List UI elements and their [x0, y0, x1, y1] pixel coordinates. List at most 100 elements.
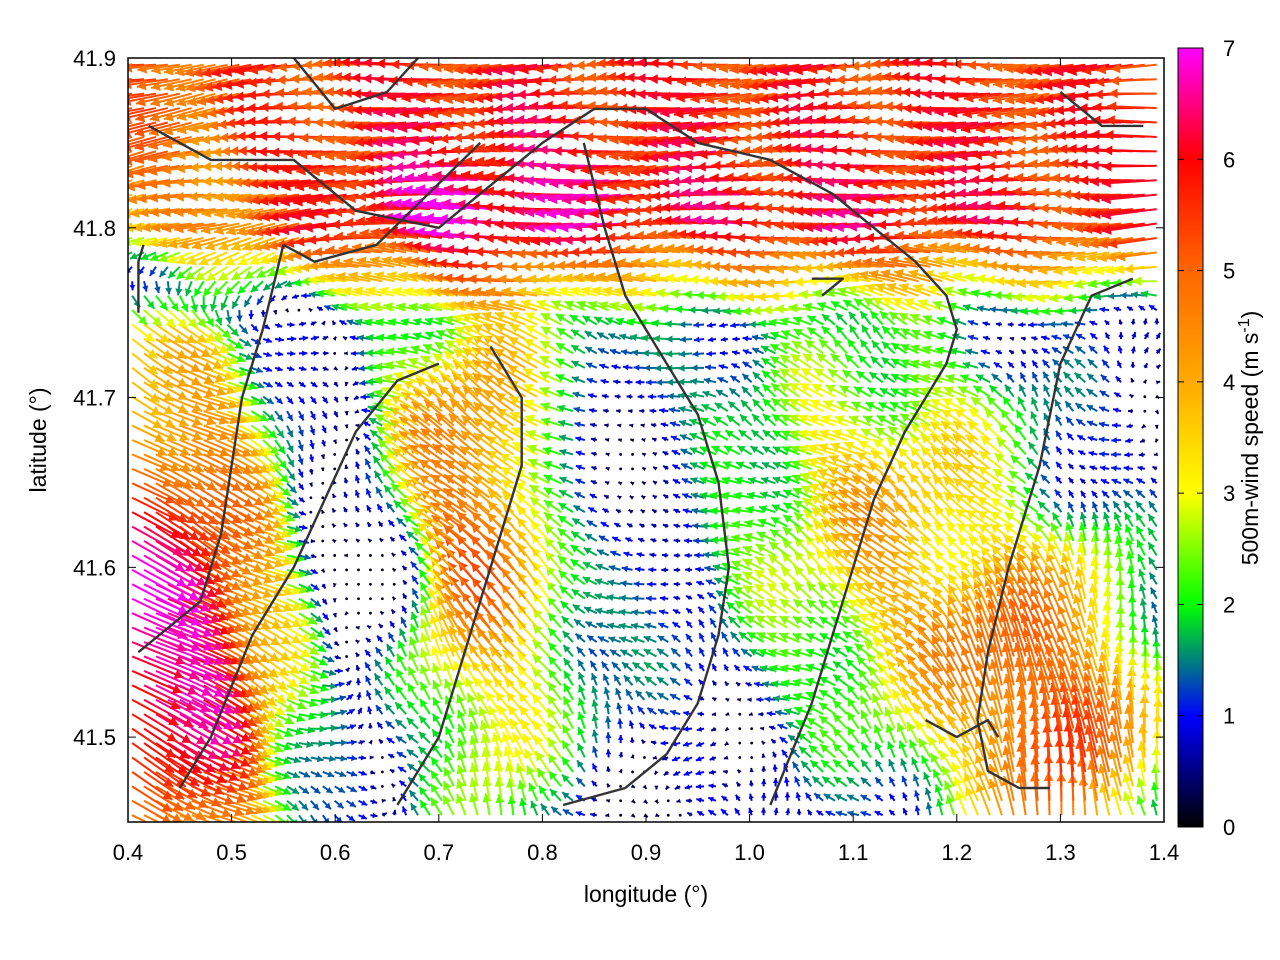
wind-vector [131, 597, 189, 627]
wind-vector [310, 381, 318, 388]
wind-vector [431, 713, 443, 730]
wind-vector [648, 566, 657, 573]
wind-vector [601, 393, 609, 399]
wind-vector [961, 742, 979, 773]
wind-vector [380, 554, 384, 557]
wind-vector [865, 597, 896, 615]
wind-vector [633, 675, 646, 687]
wind-vector [1013, 423, 1027, 441]
wind-vector [346, 799, 357, 808]
wind-vector [476, 691, 491, 715]
wind-vector [726, 414, 741, 427]
wind-vector [418, 568, 431, 585]
wind-vector [620, 349, 633, 356]
wind-vector [357, 554, 360, 557]
wind-vector [670, 725, 681, 732]
wind-vector [591, 763, 598, 773]
wind-vector [226, 684, 263, 712]
wind-vector [686, 811, 693, 817]
wind-vector [591, 746, 599, 758]
wind-vector [379, 537, 385, 543]
wind-vector [671, 756, 681, 762]
wind-vector [215, 641, 254, 665]
wind-vector [1155, 380, 1161, 385]
wind-vector [1099, 783, 1111, 816]
wind-vector [1112, 500, 1122, 513]
wind-vector [436, 595, 455, 629]
wind-vector [628, 720, 635, 729]
wind-vector [418, 773, 431, 788]
wind-vector [615, 508, 622, 514]
wind-vector [351, 365, 359, 371]
wind-vector [1150, 781, 1160, 801]
wind-vector [819, 743, 836, 759]
wind-vector [1019, 372, 1027, 383]
wind-vector [629, 423, 634, 428]
wind-vector [846, 726, 860, 744]
wind-vector [374, 646, 384, 658]
wind-vector [732, 586, 753, 600]
wind-vector [570, 573, 586, 586]
wind-vector [650, 523, 657, 529]
wind-vector [591, 729, 599, 744]
wind-vector [376, 503, 384, 513]
wind-vector [895, 656, 920, 686]
wind-vector [651, 437, 657, 443]
wind-vector [411, 575, 419, 585]
wind-vector [344, 553, 349, 558]
wind-vector [532, 639, 550, 658]
wind-vector [1091, 490, 1098, 499]
wind-vector [629, 495, 635, 500]
wind-vector [755, 543, 776, 557]
wind-vector [338, 319, 348, 326]
wind-vector [310, 785, 321, 795]
wind-vector [975, 628, 991, 672]
wind-vector [131, 309, 148, 326]
wind-vector [578, 684, 586, 701]
wind-vector [640, 494, 646, 500]
wind-vector [355, 461, 361, 470]
wind-vector [844, 353, 860, 369]
wind-vector [867, 611, 896, 629]
wind-vector [1114, 642, 1125, 671]
contour-line [562, 142, 731, 807]
wind-vector [396, 517, 407, 528]
wind-vector [1069, 670, 1087, 715]
wind-vector [344, 610, 349, 616]
wind-vector [1020, 349, 1027, 355]
wind-vector [547, 612, 562, 629]
wind-vector [549, 788, 562, 802]
wind-vector [643, 635, 657, 643]
wind-vector [709, 755, 717, 761]
wind-vector [1136, 777, 1146, 802]
wind-vector [548, 770, 562, 787]
wind-vector [343, 506, 349, 513]
wind-vector [419, 581, 431, 600]
wind-vector [1031, 359, 1039, 369]
wind-vector [793, 692, 812, 701]
wind-vector [390, 608, 396, 615]
wind-vector [716, 376, 729, 384]
wind-vector [1075, 333, 1086, 340]
wind-vector [395, 735, 407, 744]
wind-vector [920, 755, 932, 773]
wind-vector [595, 563, 610, 571]
wind-vector [650, 538, 657, 543]
wind-vector [546, 707, 562, 730]
wind-vector [346, 724, 357, 730]
wind-vector [431, 662, 443, 686]
wind-vector [583, 546, 598, 557]
wind-vector [860, 759, 872, 773]
wind-vector [570, 328, 586, 340]
wind-vector [818, 701, 836, 716]
wind-vector [358, 770, 368, 776]
wind-vector [1054, 414, 1063, 427]
wind-vector [723, 769, 728, 775]
wind-vector [321, 554, 325, 557]
wind-vector [575, 450, 586, 457]
wind-vector [456, 693, 467, 715]
wind-vector [767, 648, 788, 658]
wind-vector [443, 661, 455, 686]
wind-vector [683, 770, 693, 776]
wind-vector [598, 534, 610, 542]
